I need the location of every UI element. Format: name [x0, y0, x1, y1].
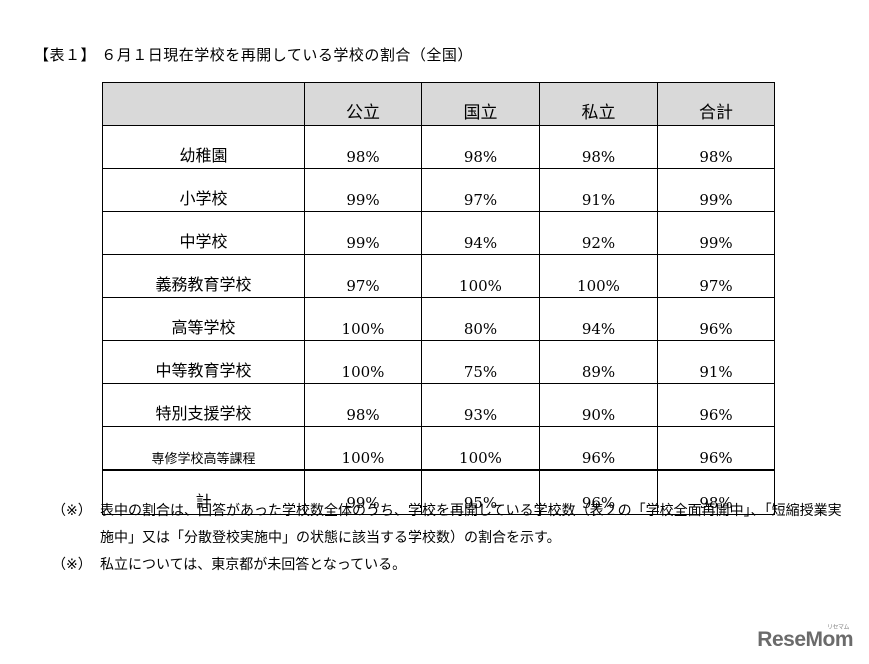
cell-value: 98%	[539, 125, 658, 169]
table-row: 幼稚園 98% 98% 98% 98%	[102, 125, 775, 169]
footnote: （※） 表中の割合は、回答があった学校数全体のうち、学校を再開している学校数（表…	[52, 498, 842, 552]
school-reopening-table: 公立 国立 私立 合計 幼稚園 98% 98% 98% 98% 小学校 99% …	[102, 82, 775, 515]
cell-value: 91%	[657, 340, 775, 384]
cell-value: 99%	[304, 168, 422, 212]
table-row: 専修学校高等課程 100% 100% 96% 96%	[102, 426, 775, 471]
cell-value: 99%	[657, 168, 775, 212]
table-row: 小学校 99% 97% 91% 99%	[102, 168, 775, 212]
cell-value: 94%	[421, 211, 540, 255]
row-label: 特別支援学校	[102, 383, 305, 427]
cell-value: 90%	[539, 383, 658, 427]
cell-value: 99%	[657, 211, 775, 255]
header-cell-total: 合計	[657, 82, 775, 126]
row-label: 小学校	[102, 168, 305, 212]
footnote-text: 表中の割合は、回答があった学校数全体のうち、学校を再開している学校数（表２の「学…	[100, 503, 842, 546]
footnote: （※） 私立については、東京都が未回答となっている。	[52, 552, 842, 579]
total-value: 96%	[539, 469, 658, 515]
footnotes: （※） 表中の割合は、回答があった学校数全体のうち、学校を再開している学校数（表…	[52, 498, 842, 579]
cell-value: 89%	[539, 340, 658, 384]
total-value: 98%	[657, 469, 775, 515]
cell-value: 92%	[539, 211, 658, 255]
resemom-logo: ReseMom リセマム	[757, 625, 853, 652]
cell-value: 97%	[657, 254, 775, 298]
cell-value: 75%	[421, 340, 540, 384]
footnote-mark: （※）	[52, 503, 92, 519]
cell-value: 96%	[657, 383, 775, 427]
cell-value: 96%	[657, 297, 775, 341]
row-label: 幼稚園	[102, 125, 305, 169]
total-label: 計	[102, 469, 305, 515]
logo-subtext: リセマム	[826, 625, 850, 631]
cell-value: 98%	[304, 125, 422, 169]
cell-value: 98%	[304, 383, 422, 427]
footnote-text: 私立については、東京都が未回答となっている。	[100, 557, 407, 573]
cell-value: 100%	[539, 254, 658, 298]
table-row: 中等教育学校 100% 75% 89% 91%	[102, 340, 775, 384]
table-row: 中学校 99% 94% 92% 99%	[102, 211, 775, 255]
cell-value: 97%	[421, 168, 540, 212]
cell-value: 100%	[304, 297, 422, 341]
footnote-mark: （※）	[52, 557, 92, 573]
cell-value: 80%	[421, 297, 540, 341]
total-value: 99%	[304, 469, 422, 515]
header-cell-national: 国立	[421, 82, 540, 126]
row-label: 高等学校	[102, 297, 305, 341]
cell-value: 94%	[539, 297, 658, 341]
cell-value: 99%	[304, 211, 422, 255]
row-label: 中等教育学校	[102, 340, 305, 384]
logo-text: ReseMom	[757, 628, 853, 651]
cell-value: 100%	[421, 254, 540, 298]
cell-value: 91%	[539, 168, 658, 212]
cell-value: 96%	[657, 426, 775, 471]
row-label: 専修学校高等課程	[102, 426, 305, 471]
table-row: 特別支援学校 98% 93% 90% 96%	[102, 383, 775, 427]
header-cell-private: 私立	[539, 82, 658, 126]
cell-value: 96%	[539, 426, 658, 471]
cell-value: 93%	[421, 383, 540, 427]
cell-value: 100%	[421, 426, 540, 471]
cell-value: 98%	[421, 125, 540, 169]
cell-value: 100%	[304, 426, 422, 471]
total-row: 計 99% 95% 96% 98%	[102, 469, 775, 515]
cell-value: 97%	[304, 254, 422, 298]
row-label: 義務教育学校	[102, 254, 305, 298]
header-row: 公立 国立 私立 合計	[102, 82, 775, 126]
table-row: 義務教育学校 97% 100% 100% 97%	[102, 254, 775, 298]
header-cell-public: 公立	[304, 82, 422, 126]
cell-value: 98%	[657, 125, 775, 169]
table-title: 【表１】 ６月１日現在学校を再開している学校の割合（全国）	[34, 46, 473, 64]
header-cell-blank	[102, 82, 305, 126]
table-row: 高等学校 100% 80% 94% 96%	[102, 297, 775, 341]
cell-value: 100%	[304, 340, 422, 384]
row-label: 中学校	[102, 211, 305, 255]
